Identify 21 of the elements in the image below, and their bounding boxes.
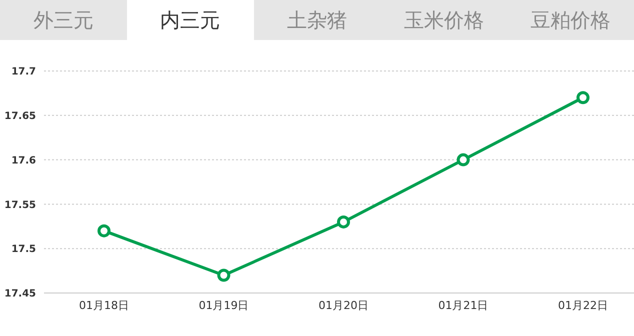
chart-title: 内三元: [126, 0, 254, 40]
point: [576, 91, 590, 104]
point: [456, 153, 470, 166]
x-tick-label: 01月20日: [318, 298, 368, 312]
x-tick-label: 01月18日: [79, 298, 129, 312]
x-tick-label: 01月21日: [438, 298, 488, 312]
point: [217, 268, 230, 282]
y-tick-label: 17.5: [11, 244, 36, 256]
y-tick-label: 17.45: [4, 288, 36, 300]
y-tick-label: 17.7: [11, 66, 36, 78]
x-tick-label: 01月22日: [558, 298, 608, 312]
text: 豆粕价格: [530, 6, 612, 34]
y-tick-label: 17.65: [4, 110, 36, 122]
point: [98, 224, 110, 238]
text: 玉米价格: [402, 6, 485, 34]
x-tick-label: 01月19日: [198, 298, 249, 312]
point: [337, 215, 350, 228]
text: 土杂猪: [286, 6, 348, 34]
y-tick-label: 17.55: [4, 200, 36, 211]
text: 外三元: [32, 6, 94, 34]
y-tick-label: 17.6: [11, 155, 36, 166]
